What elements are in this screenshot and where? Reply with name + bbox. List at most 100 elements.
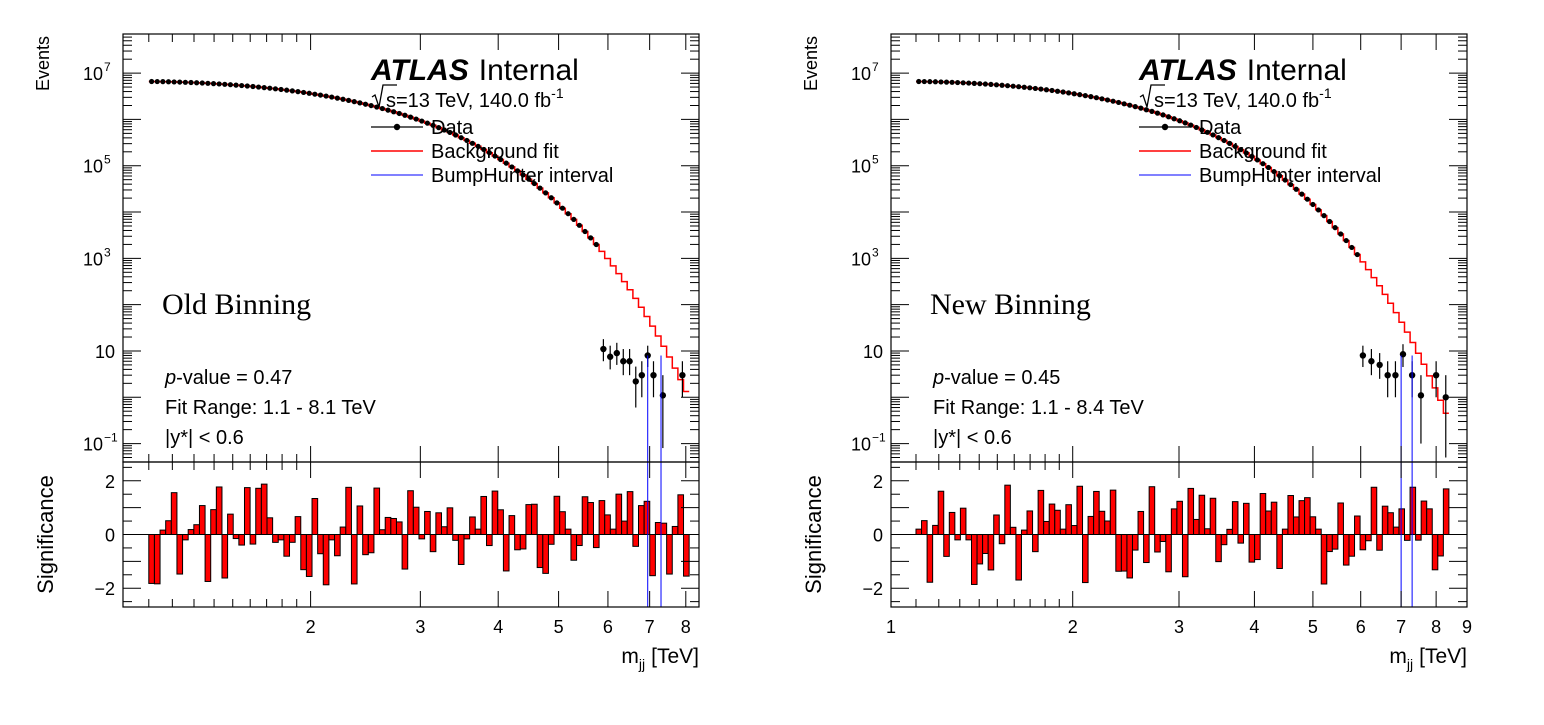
- significance-bar: [1415, 534, 1422, 541]
- significance-bar: [547, 534, 555, 545]
- y-tick-label-exp: 3: [104, 245, 111, 259]
- data-point: [921, 78, 927, 85]
- data-point: [244, 83, 250, 89]
- significance-bar: [1320, 534, 1328, 585]
- y-tick-label: 10: [83, 157, 103, 177]
- data-point: [932, 79, 939, 85]
- data-point: [1210, 132, 1216, 138]
- significance-bar: [238, 534, 245, 546]
- data-point: [1227, 140, 1233, 147]
- significance-bar: [322, 534, 330, 586]
- data-point: [1154, 110, 1161, 116]
- significance-bar: [954, 534, 961, 541]
- significance-bar: [176, 534, 184, 575]
- significance-bar: [446, 507, 454, 535]
- significance-bar: [508, 515, 516, 536]
- significance-bar: [221, 534, 229, 579]
- significance-bar: [356, 505, 364, 536]
- significance-bar: [407, 490, 414, 536]
- significance-bar: [1226, 528, 1233, 536]
- y-tick-label-exp: −1: [104, 431, 118, 445]
- data-point: [1332, 225, 1338, 231]
- significance-bar: [148, 534, 155, 584]
- data-point: [1349, 244, 1355, 251]
- data-point: [300, 89, 307, 96]
- data-point: [323, 93, 329, 99]
- data-point: [1243, 150, 1249, 156]
- significance-bar: [1298, 500, 1306, 535]
- y-tick-label-exp: −1: [872, 431, 886, 445]
- data-point: [177, 79, 183, 85]
- x-tick-label: 9: [1462, 617, 1472, 637]
- data-point: [334, 95, 340, 101]
- data-point: [982, 81, 988, 87]
- data-point: [312, 91, 318, 97]
- significance-bar: [1054, 509, 1061, 536]
- energy-exp: -1: [551, 85, 564, 101]
- data-point: [949, 79, 955, 85]
- data-point: [509, 164, 515, 170]
- data-point: [1027, 85, 1033, 91]
- significance-bar: [1143, 534, 1150, 564]
- data-point: [1110, 98, 1116, 104]
- data-point: [1160, 112, 1166, 118]
- significance-bar: [587, 502, 594, 535]
- data-point: [1293, 186, 1299, 192]
- data-point: [993, 82, 1000, 88]
- data-point: [497, 156, 504, 163]
- data-point: [966, 80, 972, 86]
- significance-bar: [210, 509, 217, 536]
- significance-bar: [390, 517, 397, 535]
- significance-bar: [170, 492, 178, 535]
- data-point: [955, 79, 961, 86]
- significance-bar: [1120, 534, 1128, 572]
- legend-data-marker: [1161, 123, 1169, 131]
- data-point: [565, 211, 571, 217]
- significance-axis-label: Significance: [33, 475, 58, 594]
- chart-panel-right: 10 7 10 5 10 3 10 10 −1 2 0 −2 1 2 3 4 5 6 7 8 9 Events Signif…: [772, 0, 1544, 720]
- significance-bar: [976, 534, 984, 565]
- data-point: [1038, 86, 1044, 92]
- data-point: [492, 153, 498, 159]
- y-tick-label: 10: [851, 435, 871, 455]
- significance-bar: [367, 534, 375, 554]
- significance-bar: [1420, 500, 1428, 536]
- data-point: [1442, 394, 1449, 401]
- atlas-status: Internal: [479, 54, 579, 87]
- data-point: [1368, 358, 1375, 365]
- significance-bar: [1109, 489, 1117, 536]
- data-point: [182, 79, 188, 85]
- significance-bar: [671, 525, 679, 535]
- significance-bars: [915, 484, 1450, 585]
- significance-bar: [373, 487, 381, 535]
- significance-bar: [519, 534, 527, 550]
- significance-bar: [215, 486, 223, 535]
- data-point: [289, 88, 295, 94]
- significance-bar: [1326, 534, 1333, 553]
- data-point: [194, 80, 200, 86]
- data-point: [486, 150, 492, 156]
- significance-bar: [311, 498, 319, 535]
- significance-bar: [1104, 520, 1111, 536]
- energy-text: s=13 TeV, 140.0 fb: [386, 90, 551, 112]
- y-tick-label: 10: [83, 249, 103, 269]
- panel-label: Old Binning: [162, 288, 311, 321]
- atlas-label: ATLAS Internal: [370, 54, 579, 87]
- data-point: [576, 222, 582, 228]
- significance-bar: [1159, 534, 1167, 543]
- significance-bar: [1098, 510, 1106, 535]
- x-tick-label: 6: [1356, 617, 1366, 637]
- data-point: [171, 79, 177, 85]
- significance-bar: [412, 506, 420, 535]
- x-tick-label: 6: [603, 617, 613, 637]
- data-point: [960, 80, 966, 86]
- data-point: [1215, 135, 1222, 141]
- data-point: [554, 200, 560, 206]
- legend-data-label: Data: [1199, 117, 1242, 139]
- data-point: [1182, 120, 1188, 126]
- data-point: [1138, 105, 1144, 111]
- y-tick-label: 10: [83, 435, 103, 455]
- significance-bar: [429, 534, 437, 553]
- data-point: [503, 160, 509, 166]
- data-point: [385, 107, 391, 113]
